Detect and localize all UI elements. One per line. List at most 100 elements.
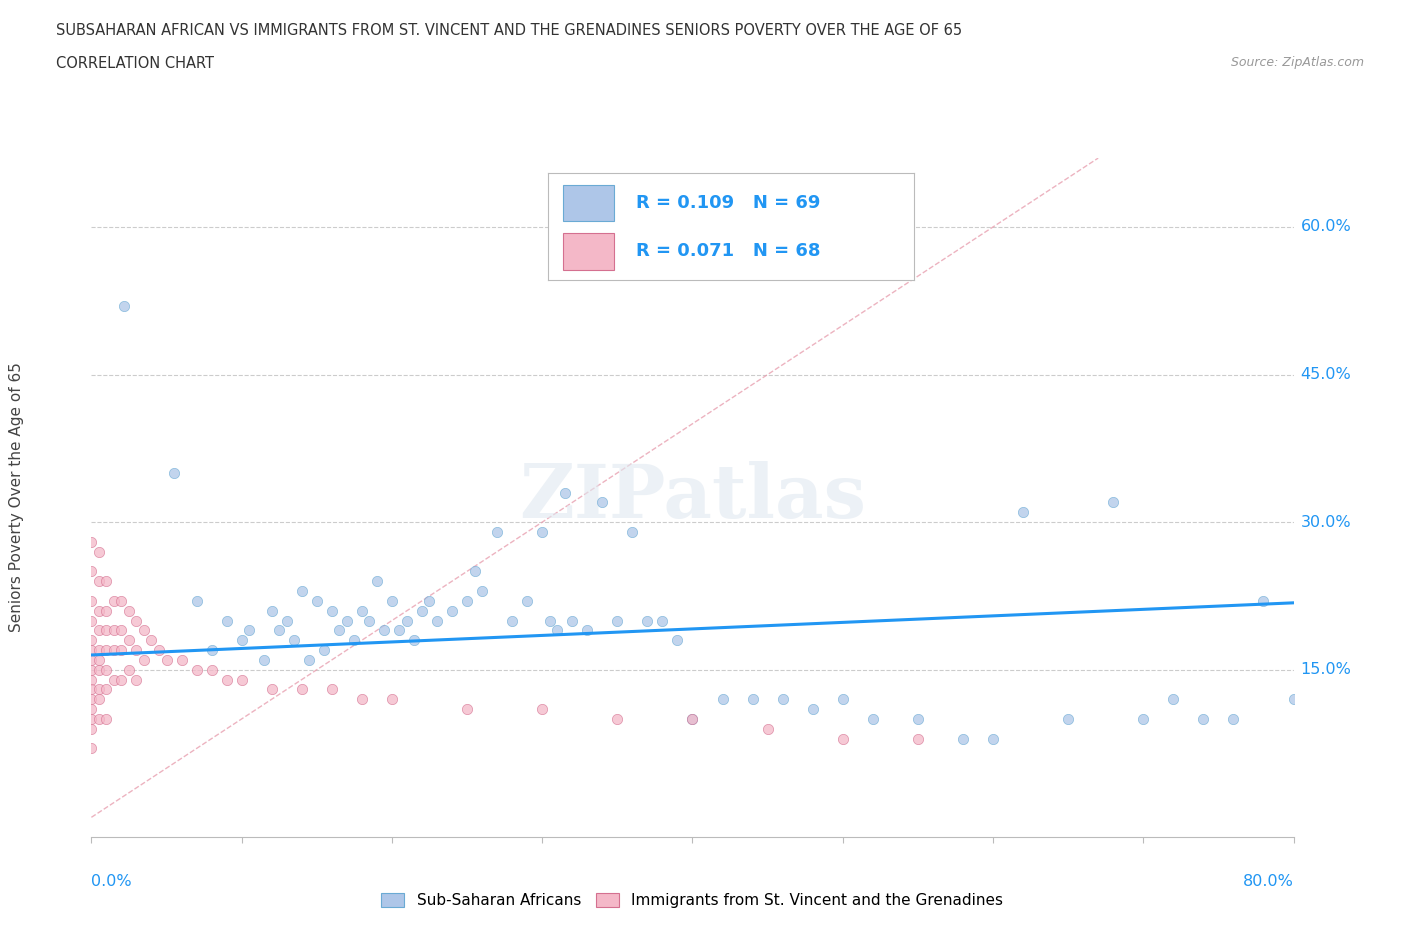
Point — [201, 643, 224, 658]
Point — [531, 701, 554, 716]
Text: CORRELATION CHART: CORRELATION CHART — [56, 56, 214, 71]
Point — [666, 632, 689, 647]
Point — [1222, 711, 1244, 726]
Point — [103, 593, 125, 608]
Point — [366, 574, 388, 589]
Point — [80, 672, 103, 687]
Point — [80, 535, 103, 550]
Point — [538, 613, 561, 628]
Point — [87, 653, 110, 668]
Text: 45.0%: 45.0% — [1301, 367, 1351, 382]
Point — [554, 485, 576, 500]
Point — [314, 643, 336, 658]
Point — [155, 653, 177, 668]
Point — [381, 692, 404, 707]
Text: 60.0%: 60.0% — [1301, 219, 1351, 234]
Point — [80, 692, 103, 707]
Point — [103, 623, 125, 638]
Point — [87, 711, 110, 726]
Bar — [562, 185, 614, 221]
Point — [456, 701, 478, 716]
Point — [80, 682, 103, 697]
Point — [561, 613, 583, 628]
Point — [118, 632, 141, 647]
Point — [831, 692, 853, 707]
Text: 15.0%: 15.0% — [1301, 662, 1351, 677]
Point — [606, 711, 628, 726]
Point — [80, 613, 103, 628]
Point — [201, 662, 224, 677]
Legend: Sub-Saharan Africans, Immigrants from St. Vincent and the Grenadines: Sub-Saharan Africans, Immigrants from St… — [375, 887, 1010, 914]
Point — [862, 711, 884, 726]
Text: 30.0%: 30.0% — [1301, 514, 1351, 530]
Point — [118, 662, 141, 677]
Point — [87, 623, 110, 638]
Point — [388, 623, 411, 638]
Point — [87, 692, 110, 707]
Point — [636, 613, 658, 628]
Point — [681, 711, 703, 726]
Point — [238, 623, 260, 638]
Point — [395, 613, 418, 628]
Point — [1192, 711, 1215, 726]
Point — [1282, 692, 1305, 707]
Point — [260, 604, 283, 618]
Point — [440, 604, 463, 618]
Point — [96, 662, 118, 677]
Point — [381, 593, 404, 608]
Point — [1057, 711, 1080, 726]
Point — [291, 584, 314, 599]
Point — [291, 682, 314, 697]
Point — [260, 682, 283, 697]
Point — [110, 593, 132, 608]
Point — [328, 623, 350, 638]
Text: R = 0.109   N = 69: R = 0.109 N = 69 — [636, 194, 820, 212]
Point — [756, 722, 779, 737]
Text: Seniors Poverty Over the Age of 65: Seniors Poverty Over the Age of 65 — [10, 363, 24, 632]
Point — [907, 711, 929, 726]
Point — [125, 672, 148, 687]
Point — [711, 692, 734, 707]
Point — [87, 643, 110, 658]
Point — [516, 593, 538, 608]
Point — [80, 564, 103, 578]
Point — [576, 623, 599, 638]
Point — [471, 584, 494, 599]
Point — [1132, 711, 1154, 726]
Point — [80, 711, 103, 726]
Point — [96, 574, 118, 589]
Point — [80, 741, 103, 756]
Point — [110, 672, 132, 687]
Point — [186, 593, 208, 608]
Point — [591, 495, 613, 510]
Point — [276, 613, 298, 628]
Point — [231, 632, 253, 647]
Point — [981, 731, 1004, 746]
Point — [80, 643, 103, 658]
Point — [404, 632, 426, 647]
Point — [110, 643, 132, 658]
Point — [456, 593, 478, 608]
Point — [96, 623, 118, 638]
Point — [305, 593, 328, 608]
Point — [621, 525, 644, 539]
Point — [531, 525, 554, 539]
Point — [1161, 692, 1184, 707]
Point — [231, 672, 253, 687]
Point — [80, 662, 103, 677]
Text: SUBSAHARAN AFRICAN VS IMMIGRANTS FROM ST. VINCENT AND THE GRENADINES SENIORS POV: SUBSAHARAN AFRICAN VS IMMIGRANTS FROM ST… — [56, 23, 962, 38]
Point — [87, 662, 110, 677]
Point — [1102, 495, 1125, 510]
Point — [114, 299, 136, 313]
Point — [464, 564, 486, 578]
Point — [1253, 593, 1275, 608]
Point — [80, 653, 103, 668]
Point — [606, 613, 628, 628]
Point — [103, 643, 125, 658]
Point — [141, 632, 163, 647]
Point — [411, 604, 433, 618]
Point — [96, 711, 118, 726]
Point — [321, 604, 343, 618]
Point — [681, 711, 703, 726]
Point — [132, 653, 155, 668]
